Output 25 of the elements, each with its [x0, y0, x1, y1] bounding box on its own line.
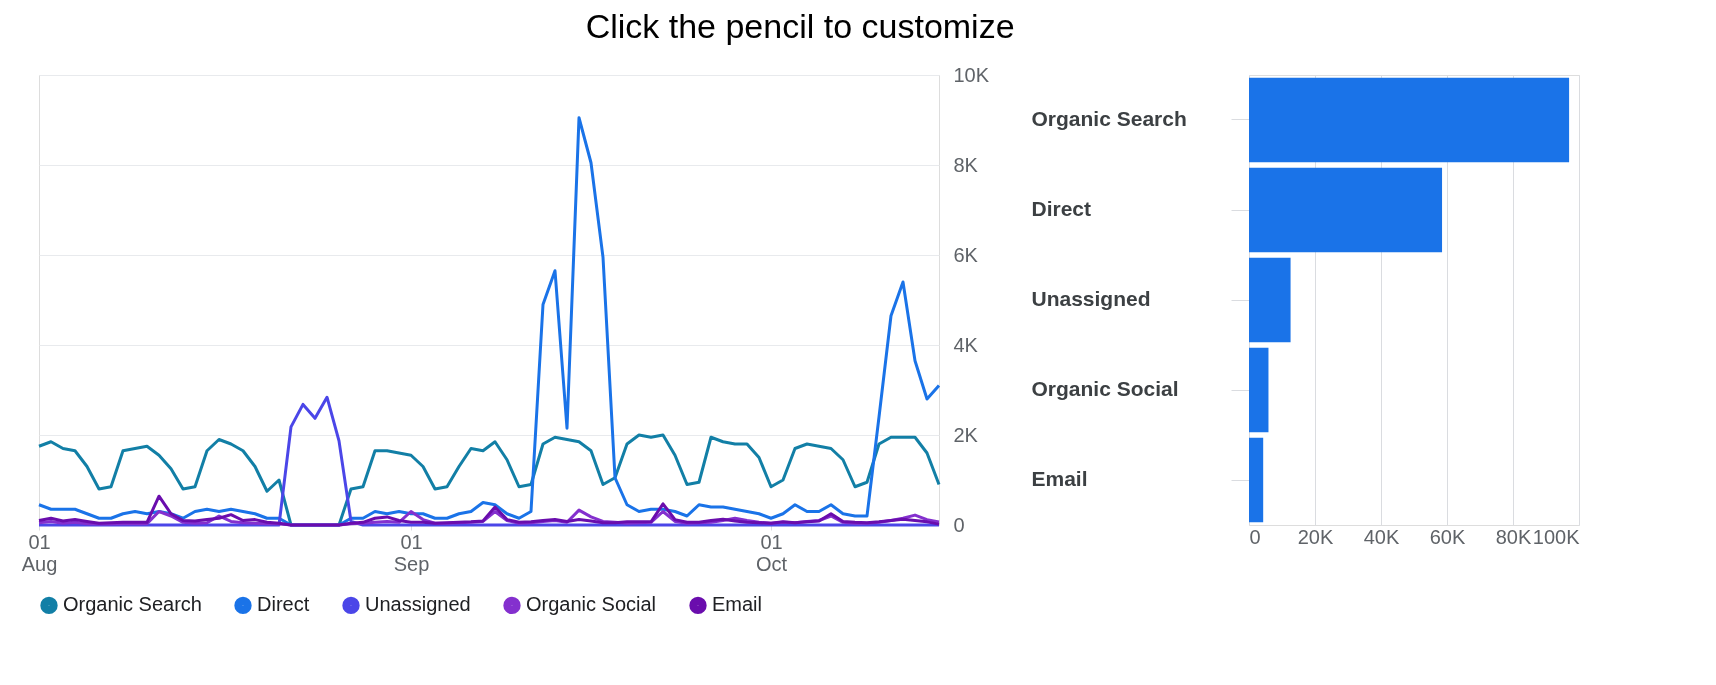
text: Click the pencil to customize: [585, 6, 1015, 45]
y-tick-label: Unassigned: [1031, 287, 1151, 310]
legend-label: Email: [712, 593, 763, 616]
legend-label: Organic Social: [526, 593, 657, 616]
y-tick-label: 4K: [953, 333, 979, 356]
x-tick-label: 01 Oct: [755, 530, 788, 575]
x-tick-label: 01 Sep: [393, 530, 430, 575]
y-tick-label: 2K: [953, 423, 979, 446]
y-tick-label: Direct: [1031, 197, 1092, 220]
x-tick-label: 100K: [1532, 525, 1581, 548]
x-tick-label: 60K: [1429, 525, 1466, 548]
y-tick-label: 6K: [953, 243, 979, 266]
x-tick-label: 80K: [1495, 525, 1532, 548]
legend-label: Direct: [257, 593, 310, 616]
y-tick-label: Email: [1031, 467, 1088, 490]
x-tick-label: 20K: [1297, 525, 1334, 548]
x-tick-label: 0: [1249, 525, 1261, 548]
y-tick-label: Organic Search: [1031, 107, 1187, 130]
x-tick-label: 01 Aug: [21, 530, 58, 575]
y-tick-label: 8K: [953, 153, 979, 176]
y-tick-label: Organic Social: [1031, 377, 1179, 400]
x-tick-label: 40K: [1363, 525, 1400, 548]
legend-label: Organic Search: [63, 593, 202, 616]
legend-label: Unassigned: [365, 593, 471, 616]
y-tick-label: 10K: [953, 63, 990, 86]
